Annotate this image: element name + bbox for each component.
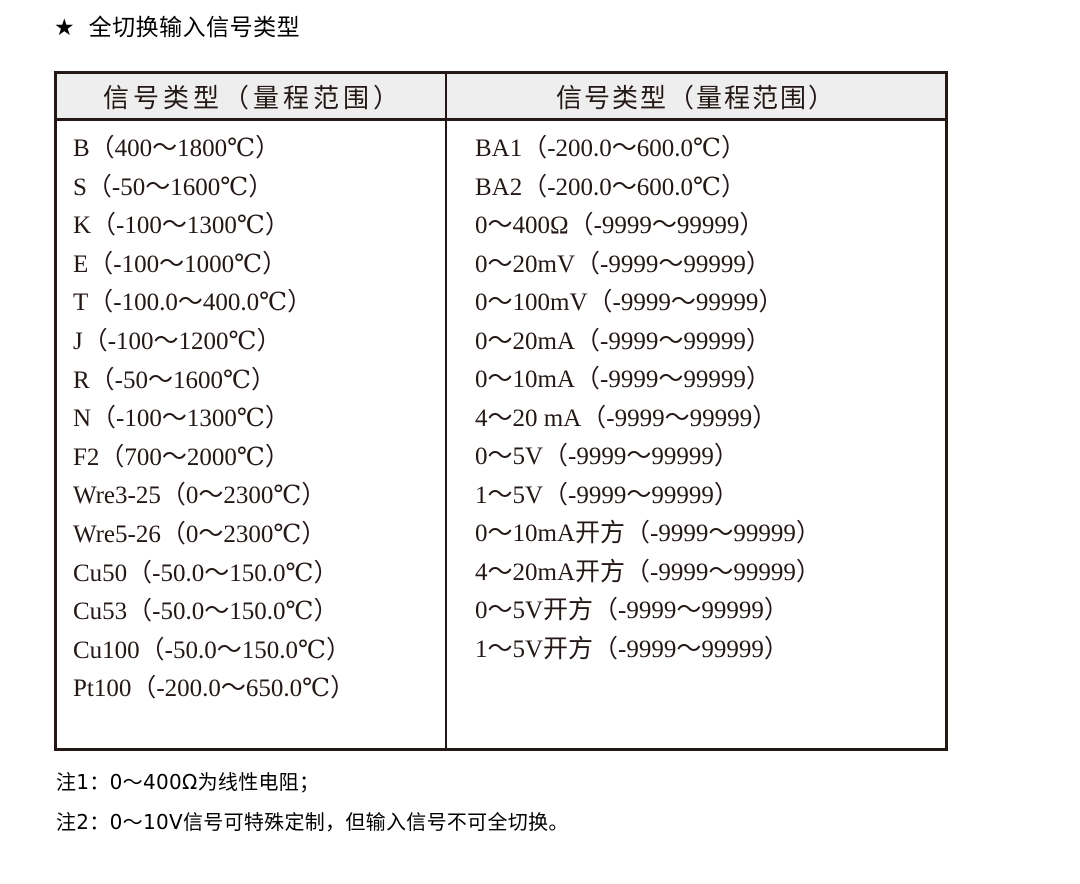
list-item: Cu50（-50.0～150.0℃） (73, 559, 339, 587)
section-title-text: 全切换输入信号类型 (88, 15, 301, 41)
star-icon: ★ (54, 15, 75, 42)
list-item: T（-100.0～400.0℃） (73, 289, 313, 317)
footnote-2: 注2：0～10V信号可特殊定制，但输入信号不可全切换。 (56, 810, 569, 834)
list-item: S（-50～1600℃） (73, 173, 274, 201)
list-item: 0～10mA（-9999～99999） (475, 366, 771, 393)
list-item: K（-100～1300℃） (73, 212, 290, 240)
list-item: 0～5V开方（-9999～99999） (475, 597, 789, 624)
list-item: Wre5-26（0～2300℃） (73, 520, 327, 548)
list-item: BA2（-200.0～600.0℃） (475, 173, 747, 201)
list-item: 1～5V开方（-9999～99999） (475, 635, 789, 663)
list-item: Cu53（-50.0～150.0℃） (73, 598, 339, 626)
list-item: J（-100～1200℃） (73, 327, 282, 355)
table-body: B（400～1800℃） S（-50～1600℃） K（-100～1300℃） … (57, 121, 945, 748)
list-item: 0～10mA开方（-9999～99999） (475, 520, 821, 547)
column-header-left: 信号类型（量程范围） (57, 74, 447, 118)
list-item: BA1（-200.0～600.0℃） (475, 135, 747, 162)
list-item: 1～5V（-9999～99999） (475, 481, 739, 509)
section-title: ★ 全切换输入信号类型 (54, 15, 301, 42)
list-item: 0～400Ω（-9999～99999） (475, 212, 765, 239)
list-item: 0～20mA（-9999～99999） (475, 327, 771, 355)
signal-type-table: 信号类型（量程范围） 信号类型（量程范围） B（400～1800℃） S（-50… (54, 71, 948, 751)
left-column: B（400～1800℃） S（-50～1600℃） K（-100～1300℃） … (57, 121, 447, 748)
table-header-row: 信号类型（量程范围） 信号类型（量程范围） (57, 74, 945, 121)
footnotes: 注1：0～400Ω为线性电阻； 注2：0～10V信号可特殊定制，但输入信号不可全… (56, 762, 569, 842)
list-item: E（-100～1000℃） (73, 250, 288, 278)
list-item: N（-100～1300℃） (73, 405, 290, 433)
list-item: F2（700～2000℃） (73, 443, 290, 471)
list-item: B（400～1800℃） (73, 135, 281, 162)
list-item: 4～20mA开方（-9999～99999） (475, 558, 821, 586)
column-header-right: 信号类型（量程范围） (447, 74, 945, 118)
list-item: Pt100（-200.0～650.0℃） (73, 675, 356, 703)
list-item: Cu100（-50.0～150.0℃） (73, 636, 351, 664)
list-item: R（-50～1600℃） (73, 366, 276, 394)
list-item: 0～20mV（-9999～99999） (475, 250, 771, 278)
footnote-1: 注1：0～400Ω为线性电阻； (56, 770, 320, 794)
list-item: 4～20 mA（-9999～99999） (475, 404, 778, 432)
right-column: BA1（-200.0～600.0℃） BA2（-200.0～600.0℃） 0～… (447, 121, 945, 748)
list-item: 0～100mV（-9999～99999） (475, 289, 784, 316)
list-item: Wre3-25（0～2300℃） (73, 482, 327, 510)
list-item: 0～5V（-9999～99999） (475, 443, 739, 470)
